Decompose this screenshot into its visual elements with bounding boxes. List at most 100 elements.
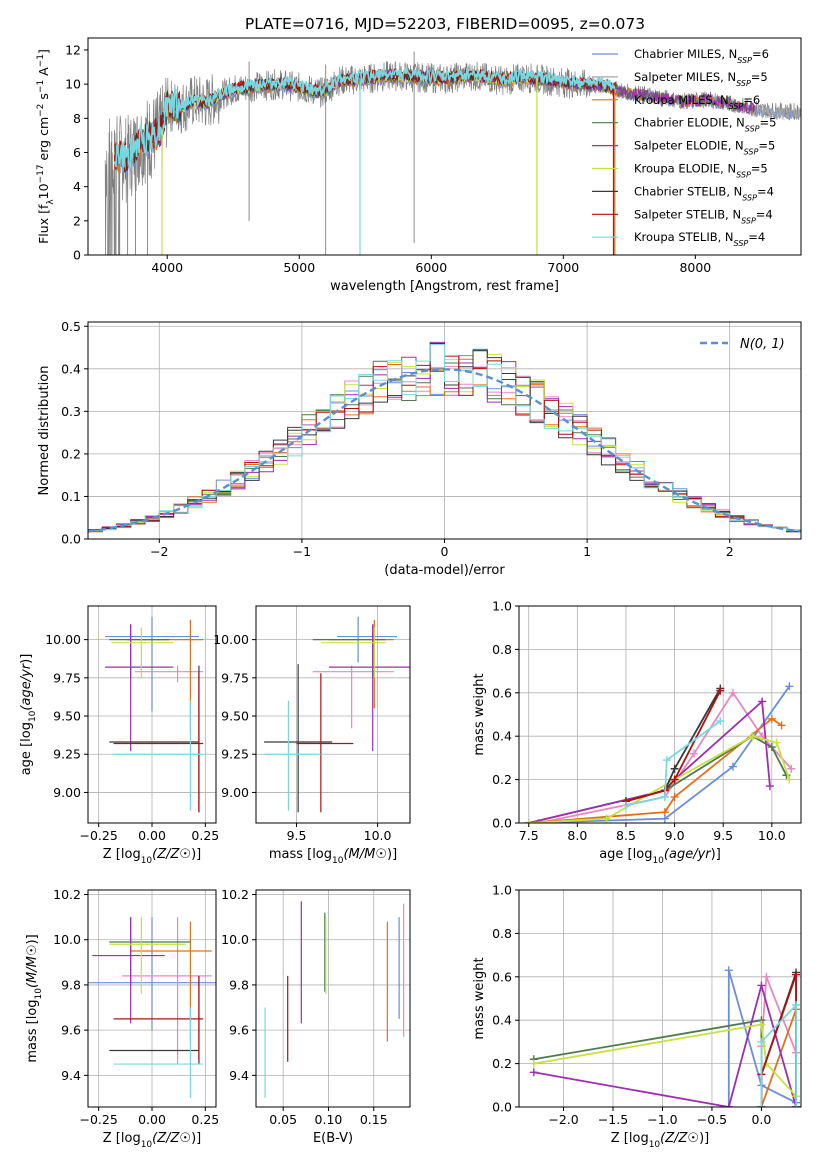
series-marker-kroupa_stelib: [757, 1103, 766, 1107]
mass-vs-ebv-grid: [256, 890, 410, 1107]
y-tick-label: 9.75: [221, 670, 249, 685]
series-marker-kroupa_elodie: [772, 738, 781, 747]
series-marker-pink: [787, 764, 796, 773]
spectrum-legend: Chabrier MILES, NSSP=6 Salpeter MILES, NS…: [592, 47, 776, 248]
y-tick-label: 0.6: [492, 685, 512, 700]
series-marker-pink: [690, 749, 699, 758]
y-tick-label: 9.6: [229, 1023, 249, 1038]
y-tick-label: 4: [73, 179, 81, 194]
series-line-chabrier_miles: [528, 685, 791, 823]
series-marker-kroupa_miles: [777, 721, 786, 730]
y-tick-label: 9.4: [61, 1068, 81, 1083]
series-marker-kroupa_stelib: [660, 792, 669, 801]
y-tick-label: 9.00: [53, 785, 81, 800]
series-marker-kroupa_stelib: [621, 801, 630, 810]
x-tick-label: 9.5: [713, 828, 733, 843]
series-marker-kroupa_miles: [767, 714, 776, 723]
series-marker-chabrier_miles: [724, 966, 733, 975]
x-tick-label: 7000: [547, 260, 579, 275]
series-line-kroupa_elodie: [533, 1023, 797, 1097]
x-tick-label: −0.25: [80, 828, 118, 843]
x-tick-label: 2: [726, 544, 734, 559]
spectrum-xlabel: wavelength [Angstrom, rest frame]: [330, 279, 559, 294]
x-tick-label: 0.0: [751, 1112, 771, 1127]
series-marker-salpeter_elodie: [757, 981, 766, 990]
x-tick-label: 0.00: [138, 828, 166, 843]
y-tick-label: 0.8: [492, 642, 512, 657]
series-marker-salpeter_stelib: [792, 970, 801, 979]
spectrum-plot-area: [104, 51, 801, 255]
mass-weight-vs-z-frame: [518, 889, 802, 1108]
x-tick-label: 5000: [283, 260, 315, 275]
series-line-salpeter_elodie: [533, 982, 797, 1107]
mass-weight-vs-z-ylabel: mass weight: [472, 957, 487, 1039]
age-vs-mass-plot-area: [264, 616, 410, 813]
mass-weight-vs-z-panel: −2.0 −1.5 −1.0 −0.5 0.0 0.0 0.2 0.4 0.6 0.8 1.0 Z …: [472, 883, 802, 1150]
spectrum-panel: 4000 5000 6000 7000 8000 0 2 4 6 8 10 12 wavelength…: [36, 37, 802, 294]
series-marker-kroupa_elodie: [524, 819, 533, 823]
x-tick-label: 4000: [151, 260, 183, 275]
series-line-kroupa_stelib: [760, 1002, 797, 1107]
series-marker-salpeter_stelib: [670, 775, 679, 784]
age-vs-z-xlabel: Z [log10(Z/Z☉)]: [103, 847, 201, 866]
y-tick-label: 9.25: [221, 747, 249, 762]
residuals-legend: N(0, 1): [700, 337, 785, 352]
mass-vs-z-ylabel: mass [log10(M/M☉)]: [25, 934, 44, 1062]
series-marker-kroupa_elodie: [748, 732, 757, 741]
y-tick-label: 0.5: [61, 319, 81, 334]
y-tick-label: 2: [73, 213, 81, 228]
age-vs-z-ticks: −0.25 0.00 0.25 9.00 9.25 9.50 9.75 10.00: [45, 632, 219, 843]
y-tick-label: 10.0: [53, 932, 81, 947]
y-tick-label: 9.50: [221, 709, 249, 724]
residuals-plot-area: [88, 341, 801, 533]
age-vs-z-panel: −0.25 0.00 0.25 9.00 9.25 9.50 9.75 10.00 Z [lo…: [19, 605, 219, 866]
spectrum-ticks: 4000 5000 6000 7000 8000 0 2 4 6 8 10 12: [65, 42, 711, 275]
y-tick-label: 0.3: [61, 404, 81, 419]
y-tick-label: 10: [65, 77, 81, 92]
y-tick-label: 0.4: [492, 1013, 512, 1028]
series-line-pink: [538, 691, 792, 823]
figure-title: PLATE=0716, MJD=52203, FIBERID=0095, z=0…: [245, 15, 645, 33]
x-tick-label: 8000: [679, 260, 711, 275]
y-tick-label: 0.2: [492, 772, 512, 787]
y-tick-label: 0.8: [492, 926, 512, 941]
legend-entry: Chabrier ELODIE, NSSP=5: [634, 116, 776, 134]
series-marker-kroupa_elodie: [785, 775, 794, 784]
mass-weight-vs-z-ticks: −2.0 −1.5 −1.0 −0.5 0.0 0.0 0.2 0.4 0.6 0.8 1.0: [492, 883, 771, 1128]
x-tick-label: 0.25: [191, 1112, 219, 1127]
mass-weight-vs-age-plot-area: [524, 682, 796, 823]
x-tick-label: −1.5: [598, 1112, 628, 1127]
y-tick-label: 12: [65, 42, 81, 57]
series-marker-salpeter_elodie: [724, 1103, 733, 1107]
mass-weight-vs-z-xlabel: Z [log10(Z/Z☉)]: [611, 1131, 709, 1150]
y-tick-label: 9.8: [61, 977, 81, 992]
x-tick-label: 9.0: [665, 828, 685, 843]
x-tick-label: −1: [293, 544, 311, 559]
series-marker-chabrier_miles: [785, 682, 794, 691]
series-marker-chabrier_stelib: [670, 764, 679, 773]
series-marker-chabrier_elodie: [767, 743, 776, 752]
series-marker-salpeter_elodie: [765, 782, 774, 791]
spectrum-frame: [87, 37, 802, 256]
x-tick-label: 1: [583, 544, 591, 559]
residuals-xlabel: (data-model)/error: [384, 563, 505, 578]
x-tick-label: 6000: [415, 260, 447, 275]
y-tick-label: 10.2: [53, 887, 81, 902]
y-tick-label: 9.6: [61, 1023, 81, 1038]
mass-vs-z-plot-area: [88, 917, 216, 1098]
x-tick-label: −0.25: [80, 1112, 118, 1127]
x-tick-label: −1.0: [647, 1112, 677, 1127]
residuals-ylabel: Normed distribution: [37, 366, 52, 496]
y-tick-label: 9.4: [229, 1068, 249, 1083]
x-tick-label: 0.25: [191, 828, 219, 843]
y-tick-label: 0.0: [492, 816, 512, 831]
series-marker-kroupa_stelib: [662, 756, 671, 765]
y-tick-label: 0.4: [492, 729, 512, 744]
x-tick-label: 9.5: [287, 828, 307, 843]
legend-entry: Chabrier STELIB, NSSP=4: [634, 184, 774, 202]
y-tick-label: 9.00: [221, 785, 249, 800]
y-tick-label: 1.0: [492, 883, 512, 898]
mass-weight-vs-z-plot-area: [529, 966, 801, 1107]
series-marker-salpeter_stelib: [716, 686, 725, 695]
series-marker-pink: [762, 972, 771, 981]
